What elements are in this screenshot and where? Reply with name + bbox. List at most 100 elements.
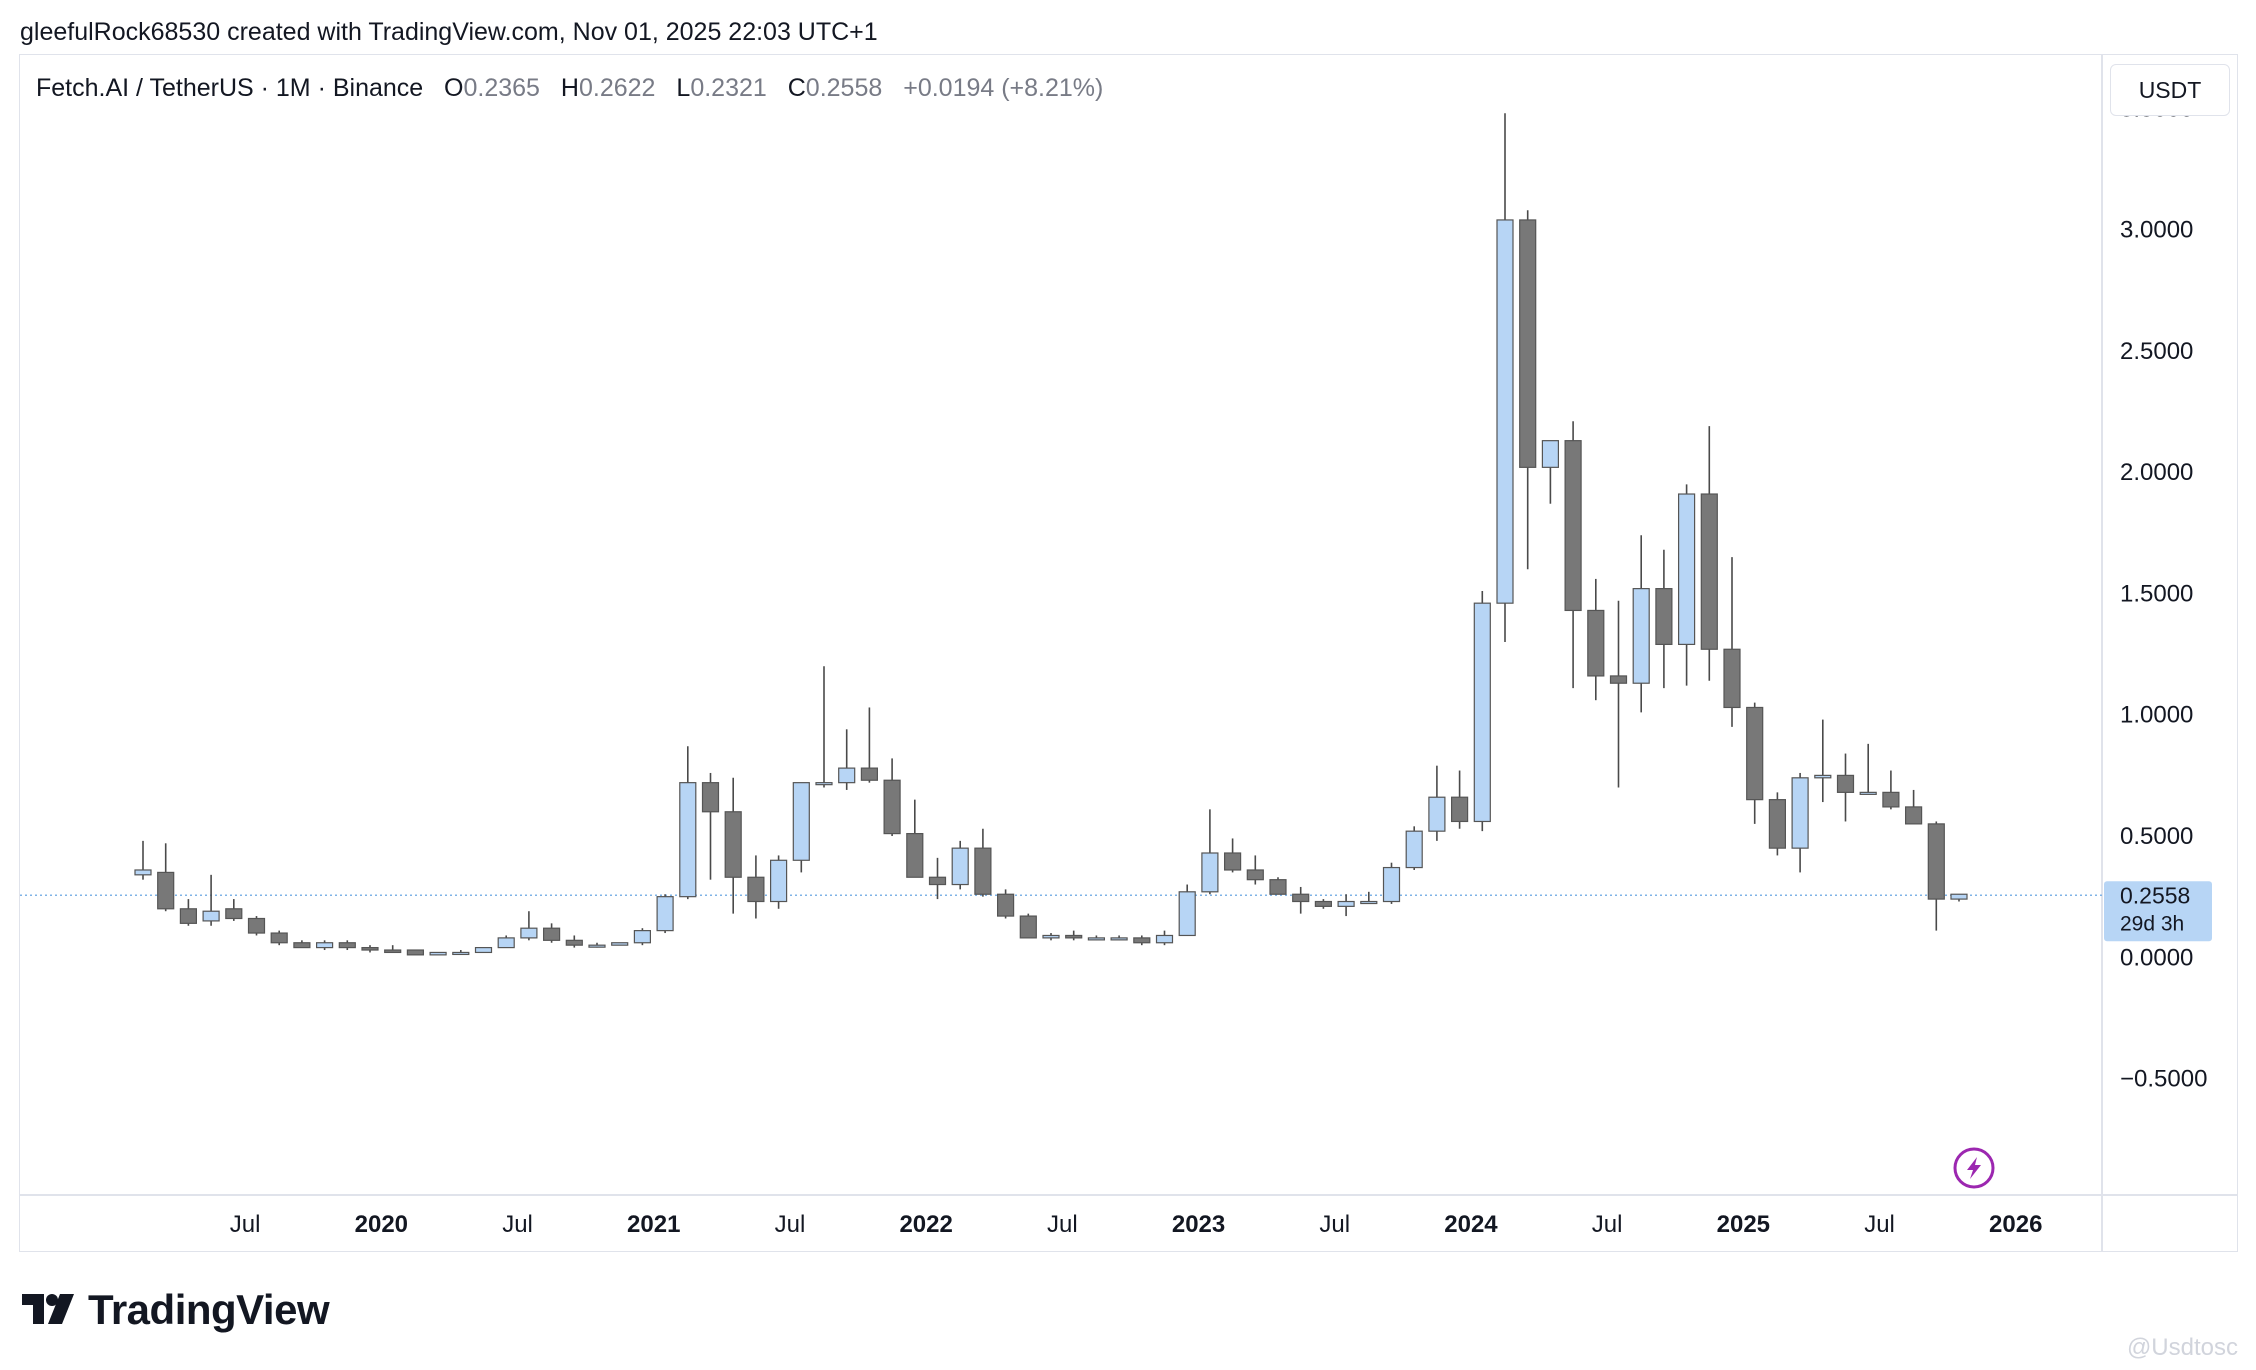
symbol-legend[interactable]: Fetch.AI / TetherUS · 1M · Binance O0.23… — [36, 74, 1103, 103]
candle — [1178, 884, 1196, 937]
candle-body — [1019, 915, 1037, 939]
price-tag: 0.2558 29d 3h — [2104, 881, 2212, 942]
candle-body — [815, 782, 833, 786]
x-tick-label: Jul — [1047, 1211, 1078, 1238]
close-label: C — [787, 74, 806, 102]
candle-body — [769, 859, 788, 903]
candle-body — [1950, 893, 1968, 900]
candle — [860, 707, 879, 783]
watermark-text: @Usdtosc — [2126, 1334, 2238, 1361]
low-label: L — [676, 74, 691, 102]
candle-body — [633, 930, 652, 944]
y-tick-label: 2.5000 — [2120, 338, 2193, 365]
candle — [815, 666, 833, 788]
candle — [1655, 549, 1673, 689]
candle-body — [1768, 799, 1787, 849]
candles — [134, 113, 1968, 956]
candle — [316, 940, 334, 951]
tradingview-logo-icon — [22, 1294, 74, 1324]
candle — [429, 951, 447, 956]
candle-body — [951, 847, 969, 886]
candle — [270, 930, 288, 946]
candle-body — [1496, 219, 1514, 604]
candle-body — [293, 942, 311, 949]
candle — [1927, 821, 1945, 931]
candle-body — [838, 767, 856, 784]
candle-body — [906, 832, 924, 878]
candle — [1609, 600, 1628, 788]
tradingview-wordmark: TradingView — [88, 1286, 330, 1333]
lightning-bolt-icon[interactable] — [1953, 1147, 1995, 1189]
candle-body — [747, 876, 765, 903]
candle — [1450, 770, 1469, 829]
candle — [1859, 743, 1877, 795]
candle — [179, 899, 197, 926]
tradingview-logo[interactable]: TradingView — [22, 1286, 330, 1334]
x-tick-label: Jul — [230, 1211, 261, 1238]
candle-body — [1541, 440, 1560, 468]
candle — [542, 923, 561, 943]
candle-body — [361, 946, 379, 951]
candle-body — [1155, 934, 1174, 944]
candle — [1337, 894, 1355, 917]
candle-body — [679, 782, 697, 898]
candle-body — [1178, 891, 1196, 937]
x-tick-label: 2023 — [1172, 1211, 1225, 1238]
candle — [157, 843, 175, 912]
candle — [792, 782, 810, 873]
candle-body — [1519, 219, 1537, 468]
candle — [838, 729, 856, 790]
x-tick-label: Jul — [1864, 1211, 1895, 1238]
candle-body — [247, 917, 266, 934]
candle — [1087, 935, 1106, 941]
candle — [520, 911, 538, 941]
x-tick-label: 2022 — [899, 1211, 952, 1238]
candle-body — [588, 944, 606, 948]
candle — [1541, 440, 1560, 504]
symbol-title[interactable]: Fetch.AI / TetherUS · 1M · Binance — [36, 74, 424, 102]
candle-body — [1609, 675, 1628, 684]
chart-frame[interactable] — [19, 54, 2238, 1252]
candle-body — [452, 951, 470, 956]
candle — [724, 777, 742, 914]
candle — [1110, 935, 1128, 941]
candle-body — [429, 951, 447, 956]
x-tick-label: 2024 — [1444, 1211, 1498, 1238]
candle — [293, 940, 311, 949]
candle-body — [520, 927, 538, 939]
candle-body — [1042, 934, 1060, 939]
candle — [1155, 930, 1174, 946]
candle-body — [1246, 869, 1264, 881]
x-tick-label: 2021 — [627, 1211, 680, 1238]
candle-body — [1927, 823, 1945, 900]
candle-body — [338, 942, 356, 949]
candle-body — [1859, 791, 1877, 795]
candle — [974, 828, 992, 897]
candle-body — [1110, 937, 1128, 941]
candle-body — [1223, 852, 1242, 871]
candle-body — [1587, 609, 1605, 677]
currency-button[interactable]: USDT — [2110, 64, 2230, 116]
candle-body — [1360, 900, 1378, 905]
candle-body — [565, 939, 583, 946]
time-axis[interactable]: Jul 2020 Jul 2021 Jul 2022 Jul 2023 Jul 2024 Jul 20… — [230, 1211, 2043, 1238]
candle — [1246, 855, 1264, 885]
close-value: 0.2558 — [805, 74, 883, 102]
candle — [1882, 770, 1900, 810]
candle-body — [1632, 588, 1650, 684]
x-tick-label: Jul — [502, 1211, 533, 1238]
candle-body — [611, 942, 629, 946]
price-axis[interactable]: 3.50003.00002.50002.00001.50001.00000.50… — [2120, 95, 2207, 1092]
candle — [1746, 702, 1764, 824]
open-value: 0.2365 — [463, 74, 540, 102]
candle-body — [1700, 493, 1718, 650]
candle — [452, 950, 470, 956]
candle-body — [1087, 937, 1106, 941]
x-tick-label: Jul — [1319, 1211, 1350, 1238]
open-label: O — [444, 74, 464, 102]
candle-body — [724, 811, 742, 878]
candle-body — [996, 893, 1015, 917]
candle — [1360, 891, 1378, 905]
candle-body — [1564, 440, 1582, 612]
